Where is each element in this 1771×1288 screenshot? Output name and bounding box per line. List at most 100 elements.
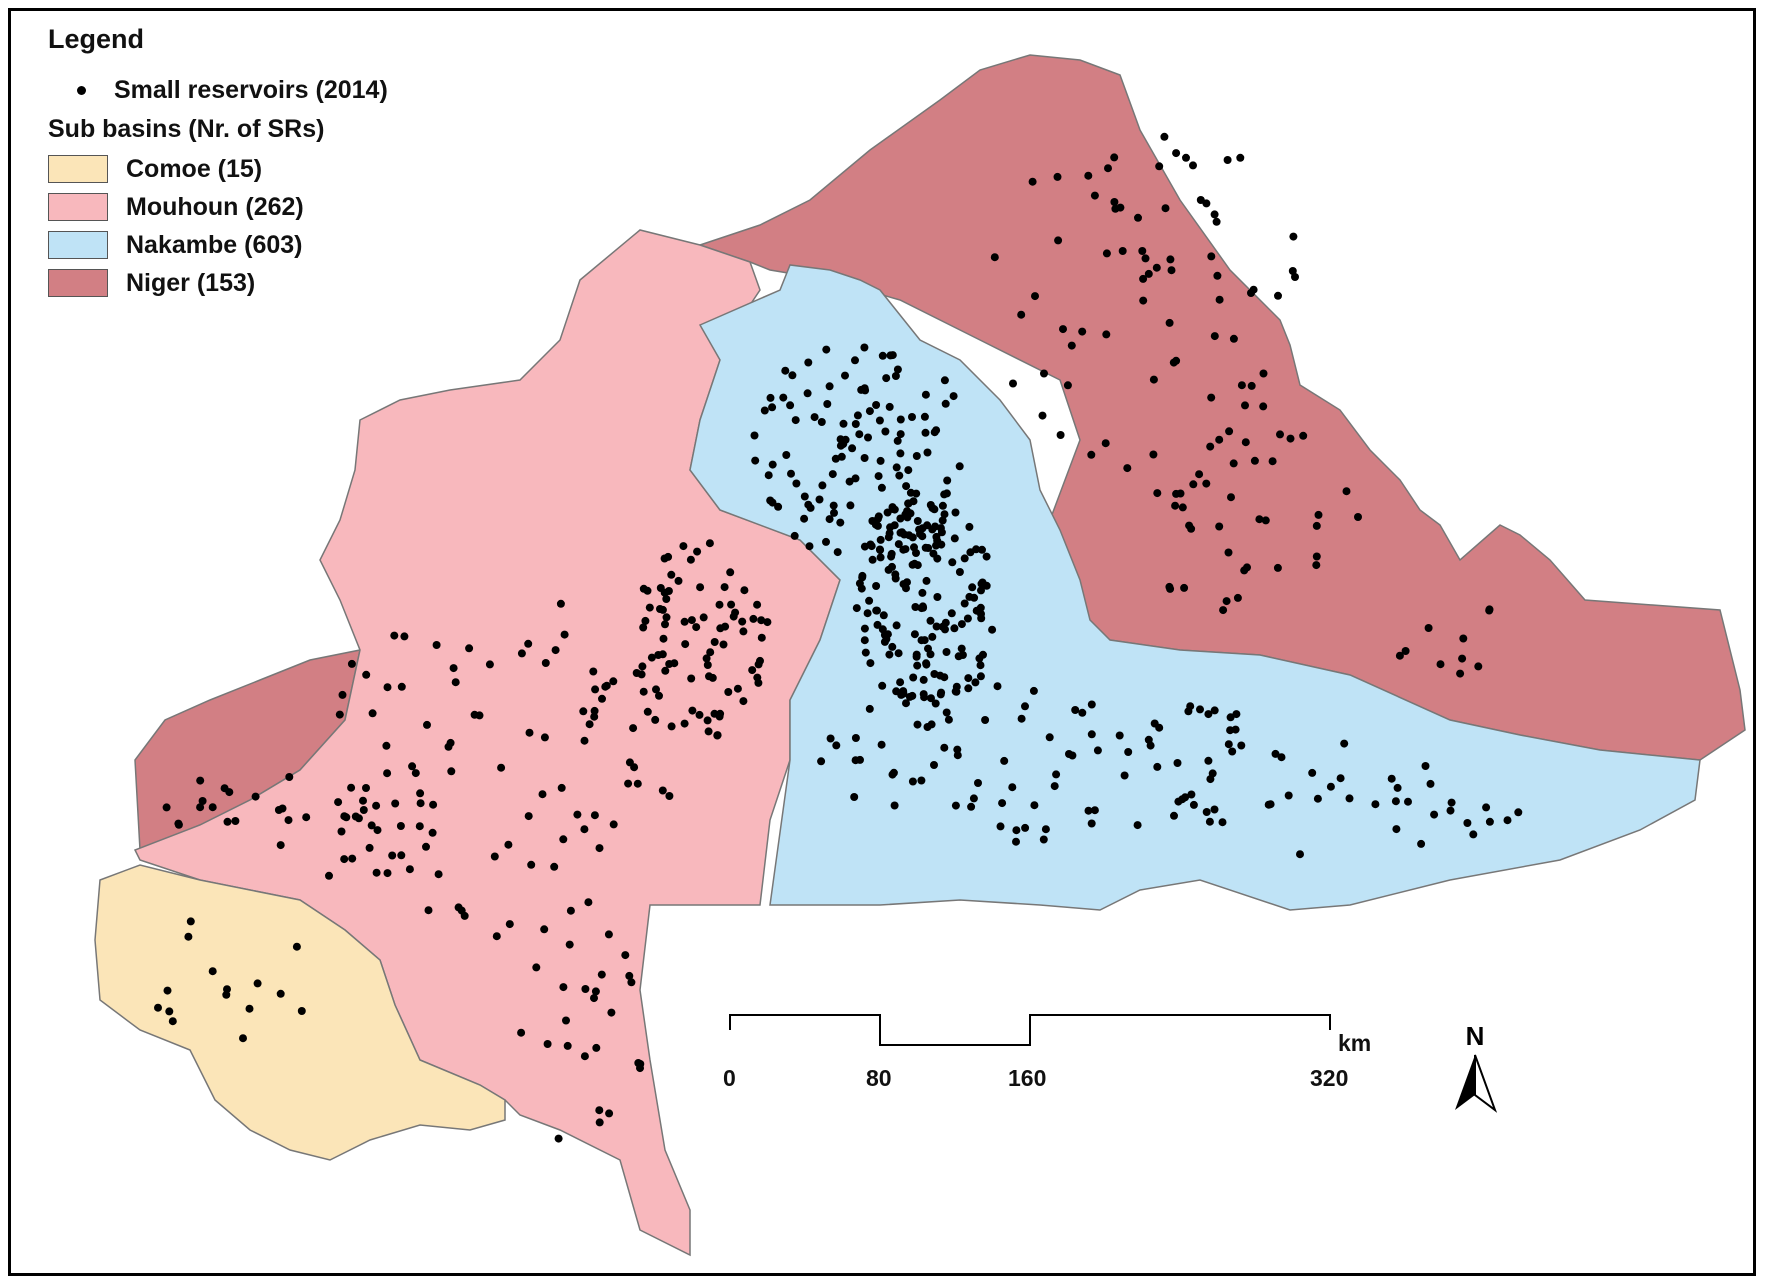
reservoir-point xyxy=(1227,493,1235,502)
reservoir-point xyxy=(941,625,949,634)
reservoir-point xyxy=(932,622,941,631)
reservoir-point xyxy=(702,654,711,663)
reservoir-point xyxy=(590,811,599,820)
legend-title: Legend xyxy=(48,24,145,54)
reservoir-point xyxy=(924,544,933,552)
reservoir-point xyxy=(292,942,301,951)
reservoir-point xyxy=(1215,522,1224,531)
reservoir-point xyxy=(872,606,881,615)
reservoir-point xyxy=(1084,806,1093,815)
reservoir-point xyxy=(749,614,758,623)
reservoir-point xyxy=(1313,794,1322,803)
reservoir-point xyxy=(1206,775,1215,784)
reservoir-points xyxy=(154,132,1523,1143)
reservoir-point xyxy=(1485,817,1494,826)
reservoir-point xyxy=(1155,162,1164,171)
reservoir-point xyxy=(1045,733,1054,742)
reservoir-point xyxy=(186,917,195,926)
reservoir-point xyxy=(926,616,935,625)
reservoir-point xyxy=(1056,431,1065,439)
reservoir-point xyxy=(1000,756,1009,765)
reservoir-point xyxy=(1178,503,1187,512)
reservoir-point xyxy=(1276,430,1284,439)
reservoir-point xyxy=(727,600,736,609)
swatch-mouhoun xyxy=(48,193,108,221)
reservoir-point xyxy=(894,540,903,549)
reservoir-point xyxy=(651,715,660,724)
reservoir-point xyxy=(951,801,960,810)
reservoir-point xyxy=(1139,296,1148,305)
reservoir-point xyxy=(662,595,671,603)
reservoir-point xyxy=(154,1003,162,1012)
reservoir-point xyxy=(253,979,262,988)
reservoir-point xyxy=(1228,747,1237,756)
reservoir-point xyxy=(860,636,869,645)
reservoir-point xyxy=(964,674,973,683)
reservoir-point xyxy=(359,796,367,805)
reservoir-point xyxy=(896,678,905,687)
reservoir-point xyxy=(942,648,951,656)
reservoir-point xyxy=(1038,411,1047,420)
reservoir-point xyxy=(928,632,937,641)
reservoir-point xyxy=(1392,825,1401,834)
reservoir-point xyxy=(878,351,887,360)
reservoir-point xyxy=(930,670,939,678)
reservoir-point xyxy=(940,673,949,682)
reservoir-point xyxy=(174,819,183,828)
reservoir-point xyxy=(850,793,859,801)
reservoir-point xyxy=(896,430,905,439)
reservoir-point xyxy=(1133,821,1142,830)
reservoir-point xyxy=(856,755,864,764)
reservoir-point xyxy=(541,659,550,667)
reservoir-point xyxy=(580,1052,589,1061)
reservoir-point xyxy=(383,769,392,778)
reservoir-point xyxy=(325,871,333,880)
reservoir-point xyxy=(1087,700,1096,709)
reservoir-point xyxy=(703,661,712,669)
reservoir-point xyxy=(1474,662,1483,671)
reservoir-point xyxy=(879,611,888,620)
reservoir-point xyxy=(953,745,962,754)
reservoir-point xyxy=(340,855,349,864)
basin-mouhoun xyxy=(133,229,841,1257)
reservoir-point xyxy=(705,539,714,548)
reservoir-point xyxy=(894,649,903,658)
reservoir-point xyxy=(865,704,874,713)
reservoir-point xyxy=(251,792,260,801)
reservoir-point xyxy=(504,840,513,849)
reservoir-point xyxy=(927,694,935,703)
reservoir-point xyxy=(1028,177,1037,186)
reservoir-point xyxy=(1336,774,1345,783)
reservoir-point xyxy=(550,862,559,871)
reservoir-point xyxy=(878,625,887,634)
reservoir-point xyxy=(1161,204,1170,213)
reservoir-point xyxy=(896,528,905,537)
reservoir-point xyxy=(400,632,409,641)
reservoir-point xyxy=(1102,330,1111,339)
reservoir-point xyxy=(1165,318,1174,327)
reservoir-point xyxy=(1225,427,1234,436)
reservoir-point xyxy=(913,517,922,525)
reservoir-point xyxy=(888,770,897,779)
reservoir-point xyxy=(1065,750,1073,758)
reservoir-point xyxy=(908,413,916,421)
reservoir-point xyxy=(915,525,924,534)
reservoir-point xyxy=(579,707,588,716)
reservoir-point xyxy=(906,509,915,518)
reservoir-point xyxy=(876,546,885,555)
reservoir-point xyxy=(581,985,590,993)
reservoir-point xyxy=(964,684,973,693)
reservoir-point xyxy=(1090,806,1099,815)
reservoir-point xyxy=(351,812,360,821)
reservoir-point xyxy=(1149,375,1158,384)
reservoir-point xyxy=(974,779,982,787)
reservoir-point xyxy=(1087,819,1096,828)
reservoir-point xyxy=(864,433,872,442)
reservoir-point xyxy=(937,528,946,537)
reservoir-point xyxy=(490,852,499,861)
reservoir-point xyxy=(1031,292,1039,301)
reservoir-point xyxy=(919,675,928,684)
reservoir-point xyxy=(1226,713,1235,722)
reservoir-point xyxy=(899,687,908,696)
reservoir-point xyxy=(1124,748,1133,756)
